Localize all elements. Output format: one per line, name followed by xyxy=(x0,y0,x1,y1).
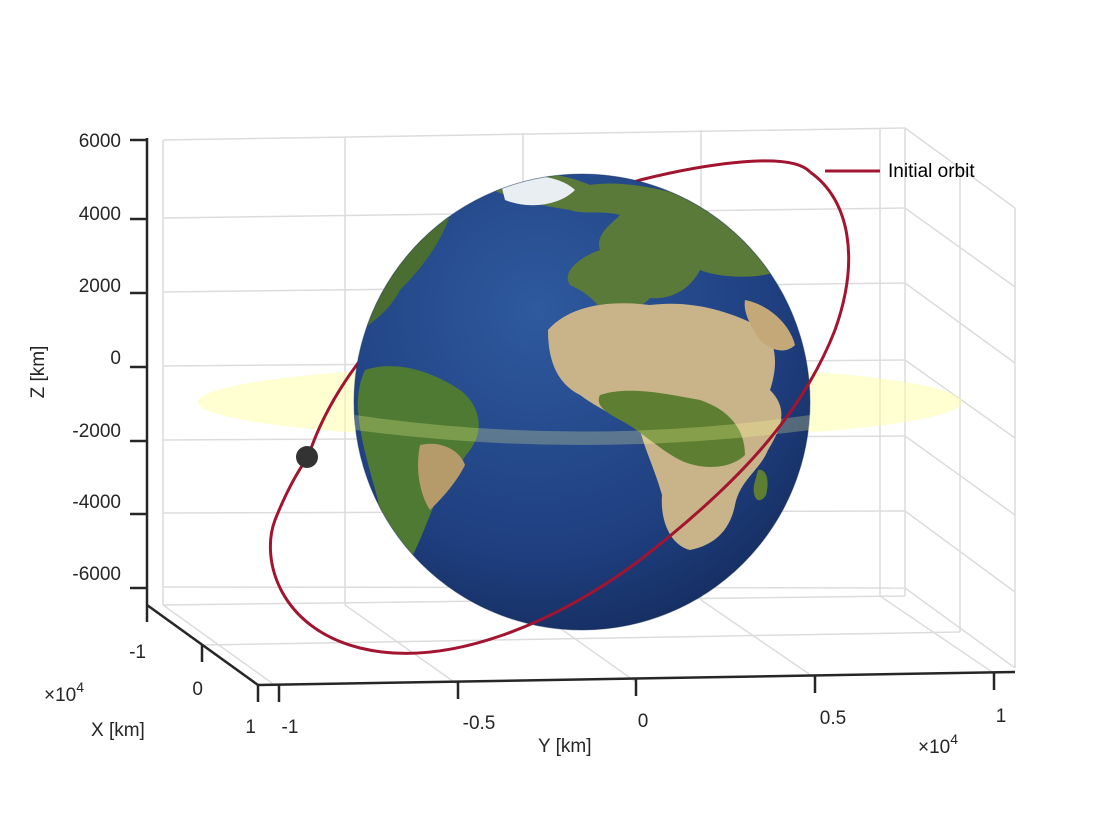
grid-line-back-z6000 xyxy=(162,127,906,141)
z-tick-label: 6000 xyxy=(79,131,121,152)
earth-globe xyxy=(353,173,811,631)
y-exponent-label: ×104 xyxy=(918,731,958,758)
y-axis-line xyxy=(257,670,1016,687)
x-tick-label: 0 xyxy=(192,679,203,700)
grid-line-floor-ym05 xyxy=(344,604,458,685)
equatorial-plane-front xyxy=(355,415,810,445)
z-tick-label: -2000 xyxy=(72,421,121,442)
z-tick-label: 4000 xyxy=(79,204,121,225)
y-tick-label: 0.5 xyxy=(820,708,846,729)
x-tick-labels: -1 0 1 xyxy=(129,642,256,738)
y-axis-label: Y [km] xyxy=(538,736,592,757)
grid-line-floor-x0 xyxy=(204,631,961,646)
z-tick-labels: 6000 4000 2000 0 -2000 -4000 -6000 xyxy=(72,131,121,585)
z-tick-label: 2000 xyxy=(79,276,121,297)
y-tick-label: 0 xyxy=(638,711,649,732)
x-tick-label: 1 xyxy=(245,717,256,738)
legend: Initial orbit xyxy=(825,161,975,182)
z-tick-label: -6000 xyxy=(72,564,121,585)
grid-line-floor-y05 xyxy=(700,599,816,679)
satellite-marker xyxy=(296,446,318,468)
y-tick-label: -1 xyxy=(282,717,299,738)
z-tick-label: 0 xyxy=(110,348,121,369)
legend-entry-label: Initial orbit xyxy=(888,161,975,182)
y-tick-label: -0.5 xyxy=(463,713,496,734)
x-tick-label: -1 xyxy=(129,642,146,663)
y-tick-label: 1 xyxy=(996,706,1007,727)
z-axis-label: Z [km] xyxy=(28,346,49,399)
axes xyxy=(130,138,1016,702)
y-tick-labels: -1 -0.5 0 0.5 1 xyxy=(282,706,1007,738)
orbit-front-segment xyxy=(268,170,851,655)
grid-line-floor-y1 xyxy=(879,595,996,675)
x-axis-label: X [km] xyxy=(91,720,145,741)
x-exponent-label: ×104 xyxy=(44,679,84,706)
z-tick-label: -4000 xyxy=(72,492,121,513)
